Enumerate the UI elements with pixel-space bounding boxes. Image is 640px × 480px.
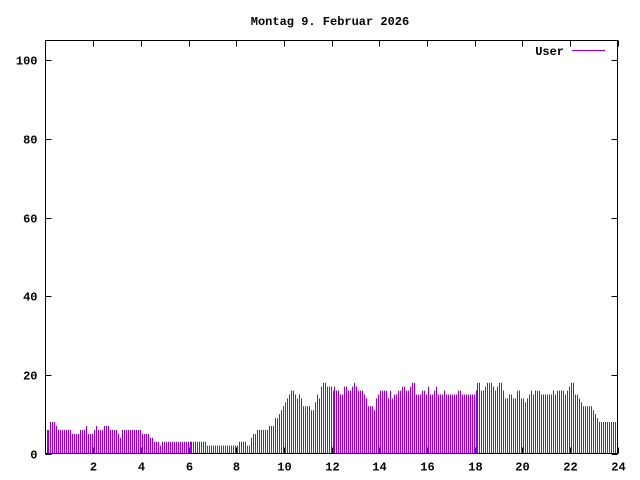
y-tick-label: 40 [23,291,37,305]
x-tick-label: 22 [563,461,577,475]
legend: User [535,45,605,59]
chart-title: Montag 9. Februar 2026 [251,15,409,29]
x-tick-label: 16 [420,461,434,475]
x-tick-label: 6 [186,461,193,475]
y-tick-label: 60 [23,213,37,227]
y-tick-label: 100 [16,55,38,69]
y-tick-label: 0 [30,449,37,463]
x-tick-label: 18 [468,461,482,475]
y-tick-label: 80 [23,134,37,148]
x-tick-label: 10 [277,461,291,475]
x-tick-label: 8 [233,461,240,475]
bars [47,382,618,454]
x-tick-label: 4 [138,461,145,475]
x-tick-label: 24 [611,461,625,475]
plot-frame [45,40,618,454]
x-tick-label: 2 [90,461,97,475]
y-axis: 0 20 40 60 80 100 [16,55,618,463]
x-tick-label: 12 [325,461,339,475]
x-tick-label: 20 [515,461,529,475]
x-tick-label: 14 [372,461,386,475]
y-tick-label: 20 [23,370,37,384]
x-axis: 2 4 6 8 10 12 14 16 18 20 22 24 [90,40,626,475]
legend-label: User [535,45,564,59]
